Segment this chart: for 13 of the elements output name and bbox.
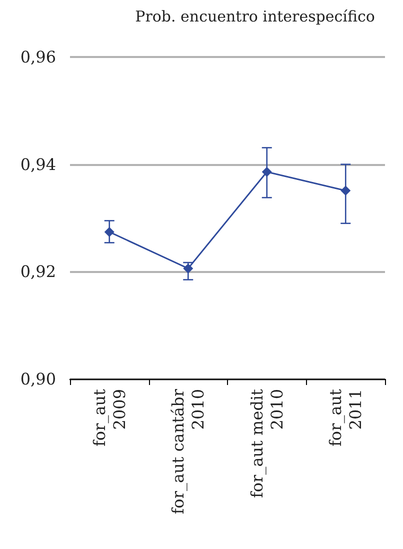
point [340,186,351,196]
x-tick-label: for_aut medit 2010 [247,388,286,498]
y-tick-label: 0,90 [20,370,56,388]
y-tick-label: 0,92 [20,262,56,282]
x-tick-label: for_aut 2009 [90,388,129,446]
x-tick-label: for_aut cantábr 2010 [168,388,208,514]
point [183,263,194,274]
y-tick-label: 0,94 [20,154,56,174]
y-tick-label: 0,96 [20,48,56,66]
x-tick-label: for_aut 2011 [326,388,366,446]
chart-title: Prob. encuentro interespecífico [135,8,375,26]
point [104,226,114,237]
point [262,166,272,177]
